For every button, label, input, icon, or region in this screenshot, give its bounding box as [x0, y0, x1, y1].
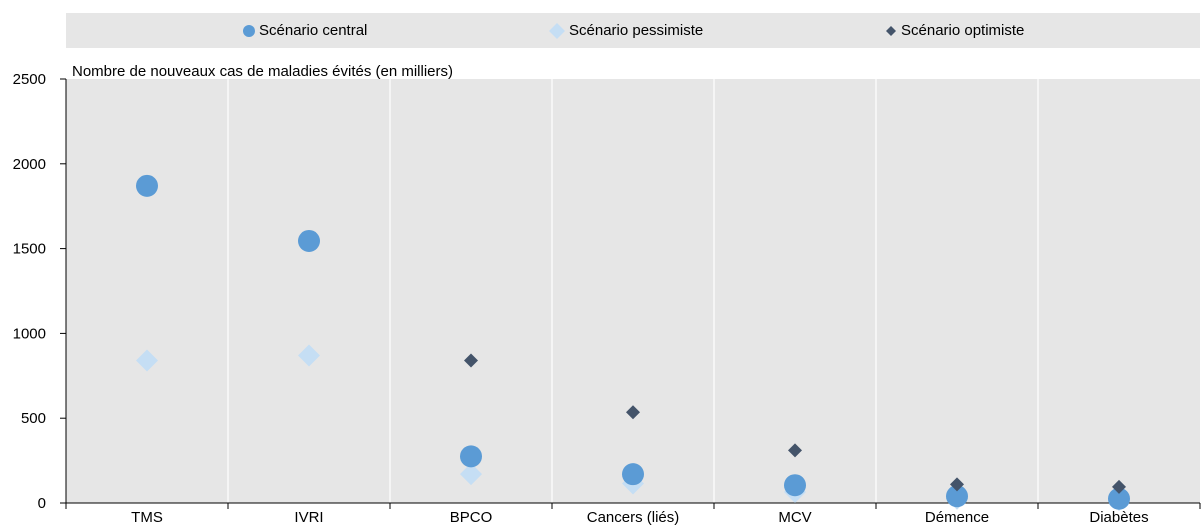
y-tick-label: 0	[38, 495, 46, 512]
x-tick-label: Diabètes	[1089, 509, 1148, 526]
optimiste-point	[788, 443, 802, 458]
central-point	[298, 229, 320, 252]
y-axis-title: Nombre de nouveaux cas de maladies évité…	[72, 63, 453, 80]
gridlines	[65, 79, 1200, 504]
legend-item-central: Scénario central	[242, 13, 367, 48]
pessimiste-point	[136, 349, 158, 372]
legend-label-pessimiste: Scénario pessimiste	[569, 22, 704, 39]
pessimiste-point	[460, 463, 482, 486]
legend: Scénario central Scénario pessimiste Scé…	[66, 13, 1200, 48]
y-tick-label: 1500	[13, 241, 46, 258]
x-tick-label: BPCO	[450, 509, 493, 526]
x-tick-label: IVRI	[294, 509, 323, 526]
small-diamond-marker-icon	[886, 25, 896, 36]
central-point	[784, 474, 806, 497]
legend-label-central: Scénario central	[259, 22, 368, 39]
legend-item-optimiste: Scénario optimiste	[884, 13, 1024, 48]
central-point	[1108, 487, 1130, 510]
y-tick-label: 500	[21, 410, 46, 427]
legend-item-pessimiste: Scénario pessimiste	[548, 13, 703, 48]
legend-label-optimiste: Scénario optimiste	[901, 22, 1025, 39]
y-tick-label: 2500	[13, 71, 46, 88]
pessimiste-point	[298, 344, 320, 367]
optimiste-point	[626, 405, 640, 420]
optimiste-point	[950, 477, 964, 492]
circle-marker-icon	[243, 24, 255, 37]
central-point	[136, 174, 158, 197]
x-tick-label: Démence	[925, 509, 989, 526]
central-point	[460, 445, 482, 468]
x-tick-label: TMS	[131, 509, 163, 526]
diamond-marker-icon	[549, 22, 565, 39]
x-axis: TMS IVRI BPCO Cancers (liés) MCV Démence Diabè…	[65, 503, 1201, 526]
y-axis: 0 500 1000 1500 2000 2500	[13, 71, 66, 512]
optimiste-point	[464, 353, 478, 368]
optimiste-point	[1112, 479, 1126, 494]
x-tick-label: MCV	[778, 509, 811, 526]
plot-area	[66, 79, 1200, 503]
central-point	[622, 463, 644, 486]
x-tick-label: Cancers (liés)	[587, 509, 680, 526]
central-point	[946, 485, 968, 508]
y-tick-label: 1000	[13, 325, 46, 342]
data-marks	[136, 174, 1130, 511]
y-tick-label: 2000	[13, 156, 46, 173]
